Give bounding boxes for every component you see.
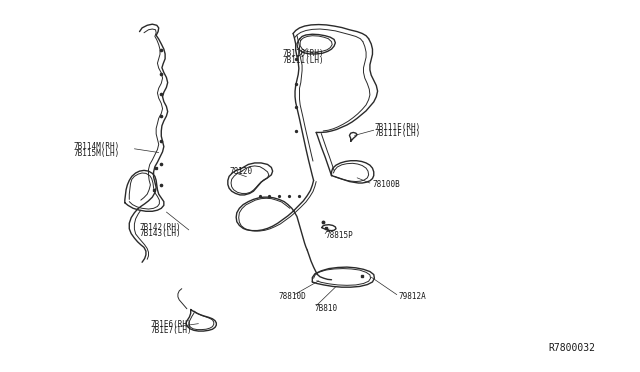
Text: 7B111E(RH): 7B111E(RH): [374, 123, 420, 132]
Text: 78100B: 78100B: [372, 180, 400, 189]
Text: 7B1E6(RH): 7B1E6(RH): [150, 320, 192, 329]
Text: 7B143(LH): 7B143(LH): [140, 229, 181, 238]
Text: 78120: 78120: [229, 167, 252, 176]
Text: 79812A: 79812A: [398, 292, 426, 301]
Text: 7B110(RH): 7B110(RH): [283, 49, 324, 58]
Text: 7B1E7(LH): 7B1E7(LH): [150, 326, 192, 335]
Text: 78810D: 78810D: [278, 292, 306, 301]
Text: 7B111(LH): 7B111(LH): [283, 56, 324, 65]
Text: 7B115M(LH): 7B115M(LH): [74, 149, 120, 158]
Text: R7800032: R7800032: [548, 343, 595, 353]
Text: 7B111F(LH): 7B111F(LH): [374, 129, 420, 138]
Text: 7B810: 7B810: [315, 304, 338, 312]
Text: 7B114M(RH): 7B114M(RH): [74, 142, 120, 151]
Text: 78815P: 78815P: [325, 231, 353, 240]
Text: 7B142(RH): 7B142(RH): [140, 223, 181, 232]
